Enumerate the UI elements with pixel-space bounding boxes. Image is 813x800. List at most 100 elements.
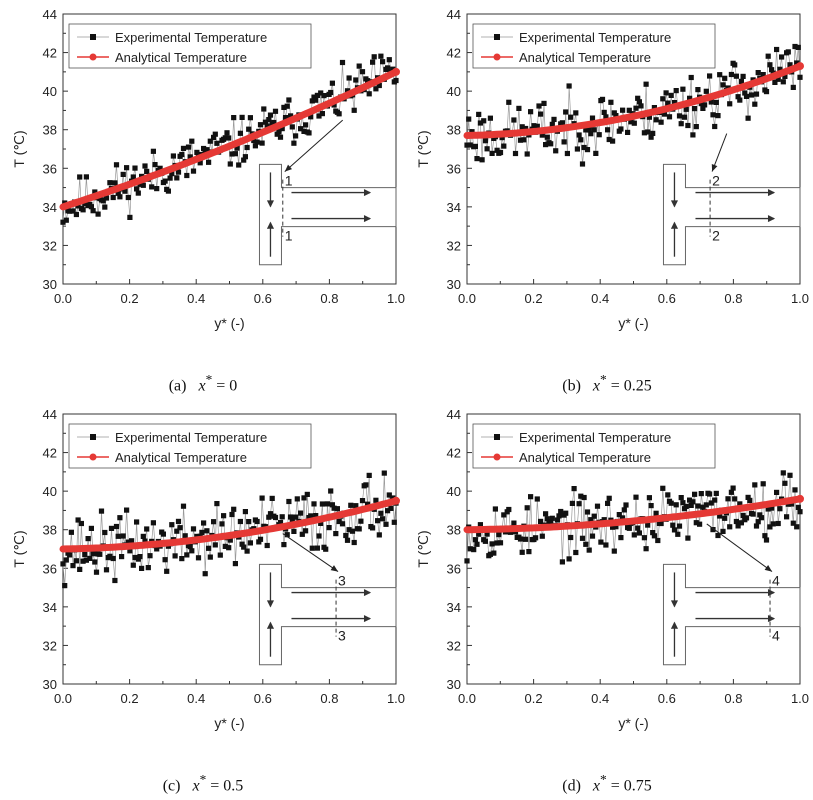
experimental-point xyxy=(308,114,314,120)
experimental-point xyxy=(134,186,140,192)
experimental-point xyxy=(794,60,800,66)
experimental-point xyxy=(356,63,362,69)
experimental-point xyxy=(323,546,329,552)
experimental-point xyxy=(207,138,213,144)
experimental-point xyxy=(477,522,483,528)
y-tick-label: 38 xyxy=(43,123,57,138)
experimental-point xyxy=(375,518,381,524)
experimental-point xyxy=(715,113,721,119)
experimental-point xyxy=(601,517,607,523)
x-tick-label: 0.8 xyxy=(320,691,338,706)
experimental-point xyxy=(695,87,701,93)
experimental-point xyxy=(683,503,689,509)
experimental-point xyxy=(180,503,187,509)
experimental-point xyxy=(370,525,376,531)
experimental-point xyxy=(655,537,661,544)
experimental-point xyxy=(212,131,218,137)
experimental-point xyxy=(511,117,517,123)
experimental-point xyxy=(497,149,504,156)
experimental-point xyxy=(760,481,766,487)
experimental-point xyxy=(683,106,689,112)
experimental-point xyxy=(544,516,550,522)
experimental-point xyxy=(774,46,780,53)
experimental-point xyxy=(755,519,761,525)
experimental-point xyxy=(681,114,688,120)
experimental-point xyxy=(232,561,238,567)
experimental-point xyxy=(782,73,788,79)
experimental-point xyxy=(334,506,340,512)
experimental-point xyxy=(371,54,377,60)
experimental-point xyxy=(83,174,89,180)
experimental-point xyxy=(497,540,504,546)
y-tick-label: 42 xyxy=(447,446,461,461)
experimental-point xyxy=(715,532,721,539)
experimental-point xyxy=(112,577,118,584)
experimental-point xyxy=(264,542,270,549)
experimental-point xyxy=(566,556,572,562)
experimental-point xyxy=(117,515,123,521)
experimental-point xyxy=(772,79,778,85)
annotation-arrow-head xyxy=(764,565,773,572)
experimental-point xyxy=(390,66,396,72)
experimental-point xyxy=(517,137,524,143)
experimental-point xyxy=(688,74,694,81)
experimental-point xyxy=(298,510,304,516)
experimental-point xyxy=(391,519,397,525)
experimental-point xyxy=(720,82,726,88)
y-tick-label: 32 xyxy=(447,238,461,253)
experimental-point xyxy=(140,533,146,539)
experimental-point xyxy=(666,114,673,120)
experimental-point xyxy=(365,501,371,507)
experimental-point xyxy=(267,511,274,517)
experimental-point xyxy=(184,552,190,558)
experimental-point xyxy=(309,545,315,551)
experimental-point xyxy=(261,106,267,112)
experimental-point xyxy=(611,110,617,116)
experimental-point xyxy=(267,112,274,118)
experimental-point xyxy=(501,143,507,149)
experimental-point xyxy=(787,62,793,68)
experimental-point xyxy=(217,552,223,558)
experimental-point xyxy=(306,130,312,136)
x-tick-label: 0.6 xyxy=(658,291,676,306)
experimental-point xyxy=(519,549,525,555)
outlet-arrow-head xyxy=(363,615,372,623)
experimental-point xyxy=(328,89,334,96)
y-tick-label: 30 xyxy=(43,677,57,692)
experimental-point xyxy=(720,528,726,534)
experimental-point xyxy=(650,530,656,536)
experimental-point xyxy=(733,73,739,79)
outlet-arrow-head xyxy=(767,615,776,623)
experimental-point xyxy=(472,537,478,543)
analytical-curve xyxy=(463,62,804,139)
inlet-bottom-arrow-head xyxy=(267,621,274,629)
outlet-arrow-head xyxy=(767,589,776,597)
experimental-point xyxy=(735,523,741,529)
experimental-point xyxy=(195,555,202,561)
experimental-point xyxy=(269,495,275,501)
experimental-point xyxy=(70,563,76,569)
experimental-point xyxy=(732,62,738,68)
experimental-point xyxy=(319,111,325,117)
experimental-point xyxy=(145,565,151,571)
legend-box xyxy=(68,23,312,69)
section-marker-top: 2 xyxy=(712,173,720,189)
experimental-point xyxy=(586,127,592,133)
experimental-point xyxy=(88,525,94,531)
experimental-point xyxy=(589,533,596,539)
experimental-point xyxy=(467,546,473,552)
experimental-point xyxy=(477,120,483,126)
experimental-point xyxy=(558,508,564,515)
experimental-point xyxy=(393,77,399,84)
experimental-point xyxy=(130,174,136,180)
legend: Experimental Temperature Analytical Tempe… xyxy=(68,423,312,469)
experimental-point xyxy=(676,523,683,529)
experimental-point xyxy=(376,82,382,89)
x-tick-label: 0.8 xyxy=(724,691,742,706)
experimental-point xyxy=(162,178,168,184)
experimental-point xyxy=(140,182,146,188)
experimental-point xyxy=(636,99,642,105)
experimental-point xyxy=(318,520,324,526)
experimental-point xyxy=(645,522,651,528)
experimental-point xyxy=(538,518,544,524)
